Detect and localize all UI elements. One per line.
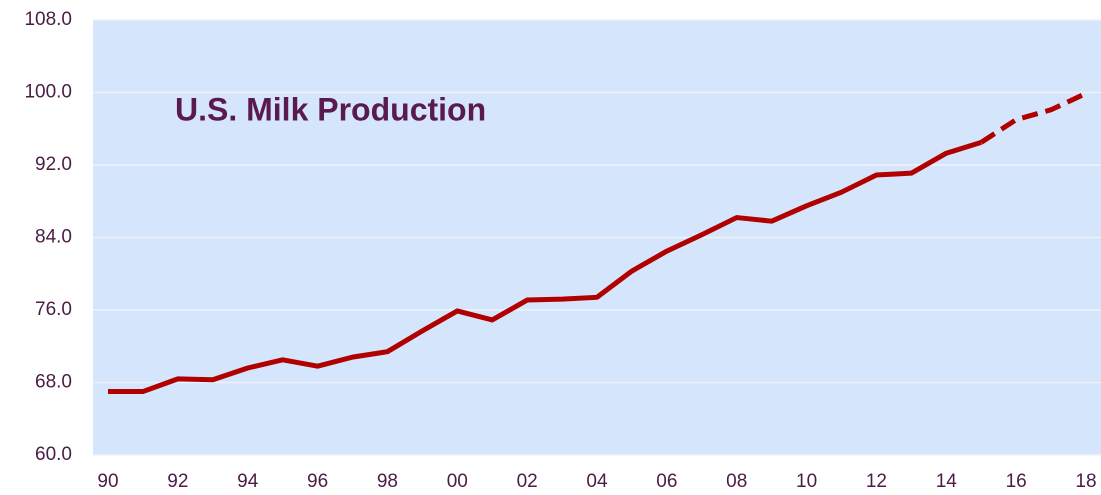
x-tick-label: 02 [517,471,538,492]
x-tick-label: 14 [936,471,958,492]
x-tick-label: 96 [307,471,328,492]
y-tick-label: 108.0 [24,9,72,30]
x-tick-label: 12 [866,471,887,492]
x-tick-label: 18 [1075,471,1096,492]
y-tick-label: 68.0 [35,372,72,393]
x-tick-label: 00 [447,471,468,492]
chart-title: U.S. Milk Production [175,91,486,127]
x-tick-label: 16 [1006,471,1027,492]
x-tick-label: 06 [656,471,677,492]
x-tick-label: 90 [97,471,118,492]
x-tick-label: 98 [377,471,398,492]
x-tick-label: 92 [167,471,188,492]
series-line [108,139,982,395]
y-tick-label: 76.0 [35,299,72,320]
x-tick-label: 10 [796,471,817,492]
y-tick-label: 92.0 [35,154,72,175]
x-tick-label: 94 [237,471,259,492]
x-tick-label: 04 [586,471,608,492]
y-tick-label: 84.0 [35,227,72,248]
y-tick-label: 60.0 [35,444,72,465]
x-tick-label: 08 [726,471,747,492]
y-tick-label: 100.0 [24,82,72,103]
series-line [979,91,1088,145]
